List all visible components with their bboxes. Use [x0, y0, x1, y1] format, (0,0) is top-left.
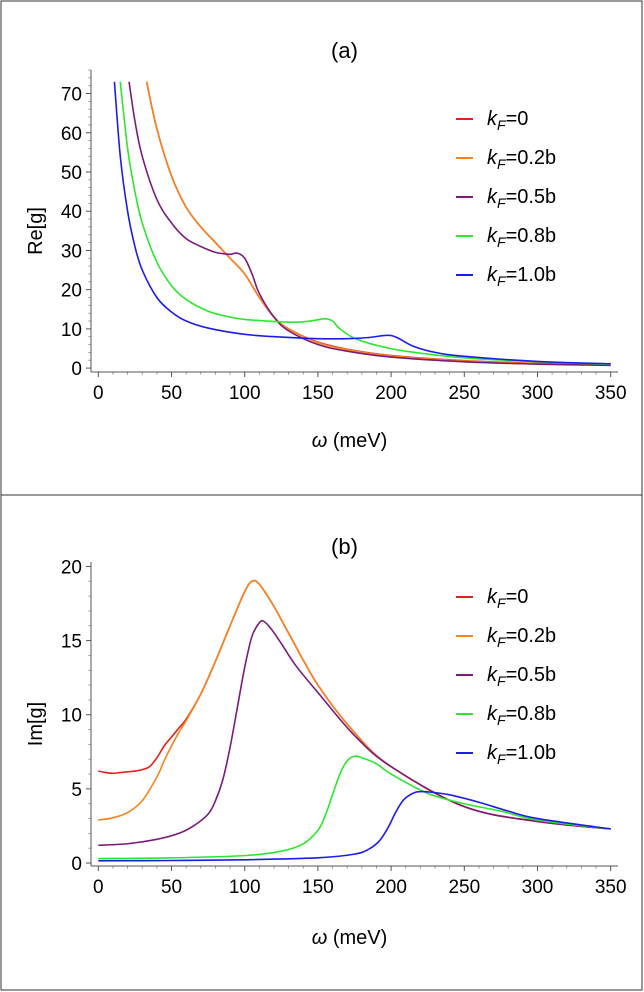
- x-tick-label: 100: [229, 877, 261, 898]
- y-tick-label: 15: [61, 632, 82, 653]
- series-line-2: [98, 619, 611, 847]
- y-tick-label: 70: [61, 85, 82, 106]
- y-tick-label: 10: [61, 706, 82, 727]
- legend-entry-1: kF=0.2b: [487, 147, 556, 172]
- panel-a: 0 50 100 150 200 250 300 350 0 10 20 30 40 50 60 70 (a) ω…: [25, 38, 627, 452]
- series-line-4: [113, 81, 611, 365]
- x-tick-label: 300: [522, 877, 554, 898]
- y-tick-label: 0: [71, 359, 82, 380]
- y-tick-label: 50: [61, 163, 82, 184]
- legend-entry-1: kF=0.2b: [487, 625, 556, 650]
- y-tick-label: 5: [71, 780, 82, 801]
- series-line-3: [98, 755, 611, 860]
- legend-entry-4: kF=1.0b: [487, 742, 556, 767]
- x-tick-label: 250: [448, 877, 480, 898]
- legend: kF=0 kF=0.2b kF=0.5b kF=0.8b kF=1.0b: [456, 108, 556, 289]
- x-tick-label: 100: [229, 383, 261, 404]
- x-tick-label: 250: [448, 383, 480, 404]
- x-tick-label: 0: [93, 383, 104, 404]
- series-line-2: [128, 81, 611, 367]
- y-tick-label: 30: [61, 241, 82, 262]
- series-line-4: [98, 790, 611, 862]
- series-line-1: [145, 81, 611, 367]
- legend-entry-0: kF=0: [487, 108, 528, 133]
- x-tick-label: 350: [595, 877, 627, 898]
- legend-entry-3: kF=0.8b: [487, 703, 556, 728]
- x-axis-label: ω (meV): [312, 927, 388, 949]
- y-tick-label: 10: [61, 320, 82, 341]
- y-tick-label: 60: [61, 124, 82, 145]
- x-tick-label: 300: [522, 383, 554, 404]
- legend-entry-0: kF=0: [487, 586, 528, 611]
- x-tick-label: 200: [375, 877, 407, 898]
- x-tick-label: 200: [375, 383, 407, 404]
- series-group: [98, 579, 611, 862]
- legend-entry-4: kF=1.0b: [487, 264, 556, 289]
- y-axis-label: Re[g]: [25, 207, 47, 255]
- panel-b: 0 50 100 150 200 250 300 350 0 5 10 15 20 (b) ω (meV) I…: [25, 534, 627, 949]
- x-tick-label: 350: [595, 383, 627, 404]
- x-axis-label: ω (meV): [312, 430, 388, 452]
- legend-entry-3: kF=0.8b: [487, 225, 556, 250]
- x-tick-label: 50: [161, 877, 182, 898]
- legend-entry-2: kF=0.5b: [487, 664, 556, 689]
- y-tick-label: 20: [61, 281, 82, 302]
- x-tick-label: 150: [302, 877, 334, 898]
- x-tick-label: 150: [302, 383, 334, 404]
- y-tick-label: 20: [61, 557, 82, 578]
- legend: kF=0 kF=0.2b kF=0.5b kF=0.8b kF=1.0b: [456, 586, 556, 767]
- panel-title: (a): [331, 38, 358, 63]
- x-tick-label: 0: [93, 877, 104, 898]
- y-tick-label: 40: [61, 202, 82, 223]
- series-group: [113, 81, 611, 367]
- x-tick-label: 50: [161, 383, 182, 404]
- panel-title: (b): [331, 534, 358, 559]
- y-axis-label: Im[g]: [25, 702, 47, 746]
- series-line-0: [145, 81, 611, 366]
- series-line-3: [119, 81, 611, 365]
- y-tick-label: 0: [71, 854, 82, 875]
- legend-entry-2: kF=0.5b: [487, 186, 556, 211]
